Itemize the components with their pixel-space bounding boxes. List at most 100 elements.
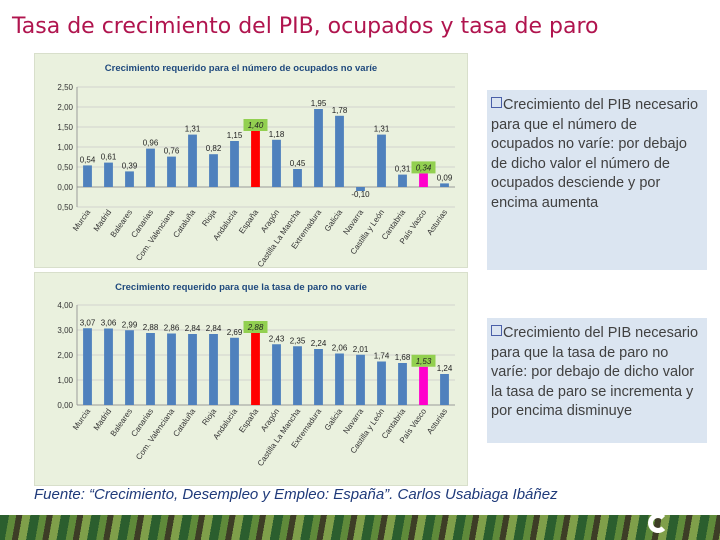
bar — [104, 328, 113, 405]
data-label: 0,54 — [80, 155, 96, 164]
y-tick-label: 1,00 — [57, 143, 73, 152]
note-paro-text: Crecimiento del PIB necesario para que l… — [491, 325, 699, 419]
data-label: 0,45 — [290, 159, 306, 168]
source-citation: Fuente: “Crecimiento, Desempleo y Empleo… — [34, 486, 558, 503]
data-label-box — [243, 321, 268, 333]
data-label: 1,95 — [311, 99, 327, 108]
bar — [146, 333, 155, 405]
category-label: Madrid — [92, 407, 113, 432]
bar — [251, 131, 260, 187]
data-label: 1,15 — [227, 131, 243, 140]
bar — [377, 134, 386, 187]
data-label-box — [411, 354, 436, 367]
data-label: 3,07 — [80, 318, 96, 327]
data-label: 2,69 — [227, 328, 243, 337]
note-ocupados: Crecimiento del PIB necesario para que e… — [487, 90, 707, 270]
data-label: 0,09 — [437, 173, 453, 182]
y-tick-label: 4,00 — [57, 301, 73, 310]
bar — [230, 141, 239, 187]
bar — [293, 346, 302, 405]
bar — [356, 187, 365, 191]
data-label-box — [243, 119, 268, 131]
bar — [83, 328, 92, 405]
data-label-box — [411, 161, 436, 174]
category-label: España — [237, 208, 260, 236]
data-label: 2,01 — [353, 345, 369, 354]
checkbox-bullet-icon — [491, 325, 502, 336]
data-label: 1,31 — [185, 125, 201, 134]
y-tick-label: 0,50 — [57, 163, 73, 172]
data-label: 0,34 — [416, 163, 432, 172]
category-label: Cataluña — [171, 208, 197, 240]
bar — [440, 374, 449, 405]
chart-ocupados-panel: Crecimiento requerido para el número de … — [34, 53, 468, 268]
data-label: 1,40 — [248, 121, 264, 130]
data-label: 2,88 — [247, 323, 264, 332]
data-label: 2,99 — [122, 320, 138, 329]
category-label: Rioja — [200, 208, 218, 229]
data-label: 0,31 — [395, 165, 411, 174]
bar — [419, 173, 428, 187]
category-label: Galicia — [323, 208, 345, 234]
note-paro: Crecimiento del PIB necesario para que l… — [487, 318, 707, 443]
category-label: Madrid — [92, 208, 113, 233]
bar — [314, 109, 323, 187]
data-label: 1,18 — [269, 130, 285, 139]
data-label: 2,06 — [332, 344, 348, 353]
chart-paro: Crecimiento requerido para que la tasa d… — [57, 282, 455, 468]
y-tick-label: 0,00 — [57, 401, 73, 410]
chart-title: Crecimiento requerido para que la tasa d… — [115, 282, 367, 293]
data-label: 2,84 — [185, 324, 201, 333]
checkbox-bullet-icon — [491, 97, 502, 108]
bar — [125, 171, 134, 187]
y-tick-label: 1,00 — [57, 376, 73, 385]
data-label: 0,82 — [206, 144, 222, 153]
bar — [314, 349, 323, 405]
bar — [398, 174, 407, 187]
bar — [440, 183, 449, 187]
data-label: 0,61 — [101, 153, 117, 162]
data-label: 3,06 — [101, 319, 117, 328]
bar — [125, 330, 134, 405]
bar — [398, 363, 407, 405]
category-label: Rioja — [200, 407, 218, 428]
y-tick-label: 3,00 — [57, 326, 73, 335]
category-label: Murcia — [71, 208, 92, 233]
bar — [356, 354, 365, 405]
footer-decorative-bar — [0, 515, 720, 540]
data-label: 2,88 — [143, 323, 159, 332]
data-label: 2,43 — [269, 334, 285, 343]
data-label: 2,86 — [164, 324, 180, 333]
category-label: Com. Valenciana — [134, 208, 176, 263]
y-tick-label: 2,00 — [57, 351, 73, 360]
data-label: 1,74 — [374, 352, 390, 361]
category-label: Asturias — [425, 208, 449, 237]
data-label: 0,76 — [164, 147, 180, 156]
bar — [293, 169, 302, 187]
data-label: -0,10 — [351, 190, 370, 199]
bar — [83, 165, 92, 187]
bar — [335, 353, 344, 405]
category-label: Com. Valenciana — [134, 407, 176, 462]
category-label: Cataluña — [171, 407, 197, 439]
y-tick-label: 0,50 — [57, 203, 73, 212]
bar — [335, 115, 344, 187]
bar — [167, 333, 176, 405]
category-label: Aragón — [259, 208, 281, 234]
bar — [167, 156, 176, 187]
category-label: España — [237, 407, 260, 435]
bar — [146, 148, 155, 187]
data-label: 2,35 — [290, 336, 306, 345]
category-label: Murcia — [71, 407, 92, 432]
bar — [230, 337, 239, 405]
data-label: 1,78 — [332, 106, 348, 115]
data-label: 1,68 — [395, 353, 411, 362]
bar — [188, 334, 197, 405]
bar — [209, 334, 218, 405]
data-label: 1,24 — [437, 364, 453, 373]
data-label: 1,31 — [374, 125, 390, 134]
bar — [209, 154, 218, 187]
category-label: Aragón — [259, 407, 281, 433]
chart-ocupados: Crecimiento requerido para el número de … — [57, 63, 455, 267]
category-label: Asturias — [425, 407, 449, 436]
